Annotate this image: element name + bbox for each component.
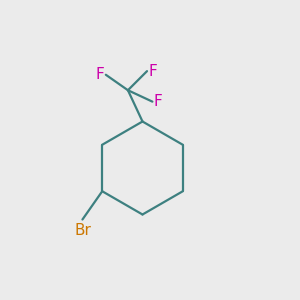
Text: Br: Br (74, 223, 91, 238)
Text: F: F (96, 67, 104, 82)
Text: F: F (154, 94, 163, 109)
Text: F: F (148, 64, 157, 79)
